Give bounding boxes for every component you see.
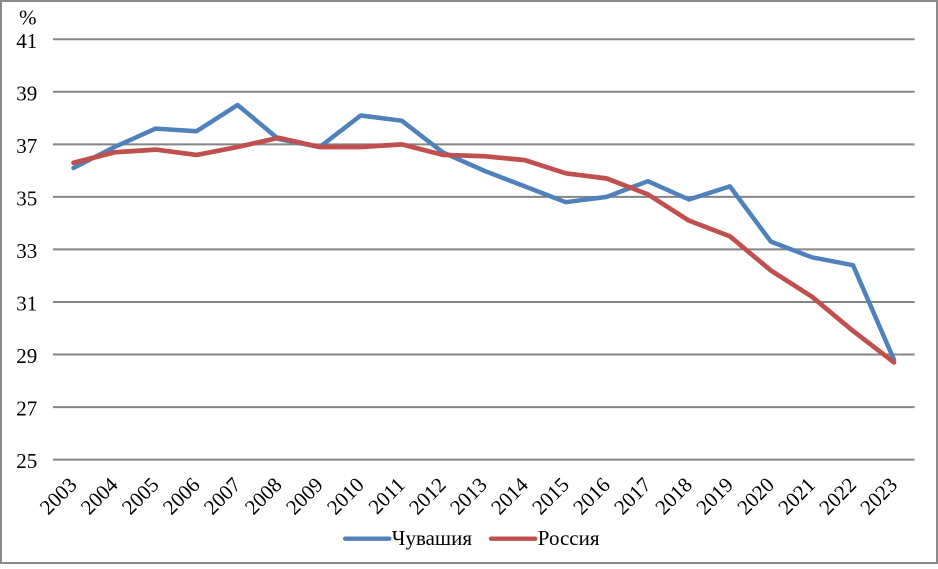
svg-text:35: 35 [16, 186, 37, 210]
svg-text:39: 39 [16, 81, 37, 105]
svg-text:37: 37 [16, 134, 37, 158]
svg-text:27: 27 [16, 397, 37, 421]
svg-text:33: 33 [16, 239, 37, 263]
svg-text:25: 25 [16, 449, 37, 473]
svg-text:Чувашия: Чувашия [392, 526, 473, 550]
svg-text:Россия: Россия [538, 526, 600, 550]
svg-text:29: 29 [16, 344, 37, 368]
svg-text:31: 31 [16, 292, 37, 316]
svg-text:%: % [19, 6, 37, 30]
svg-text:41: 41 [16, 29, 37, 53]
